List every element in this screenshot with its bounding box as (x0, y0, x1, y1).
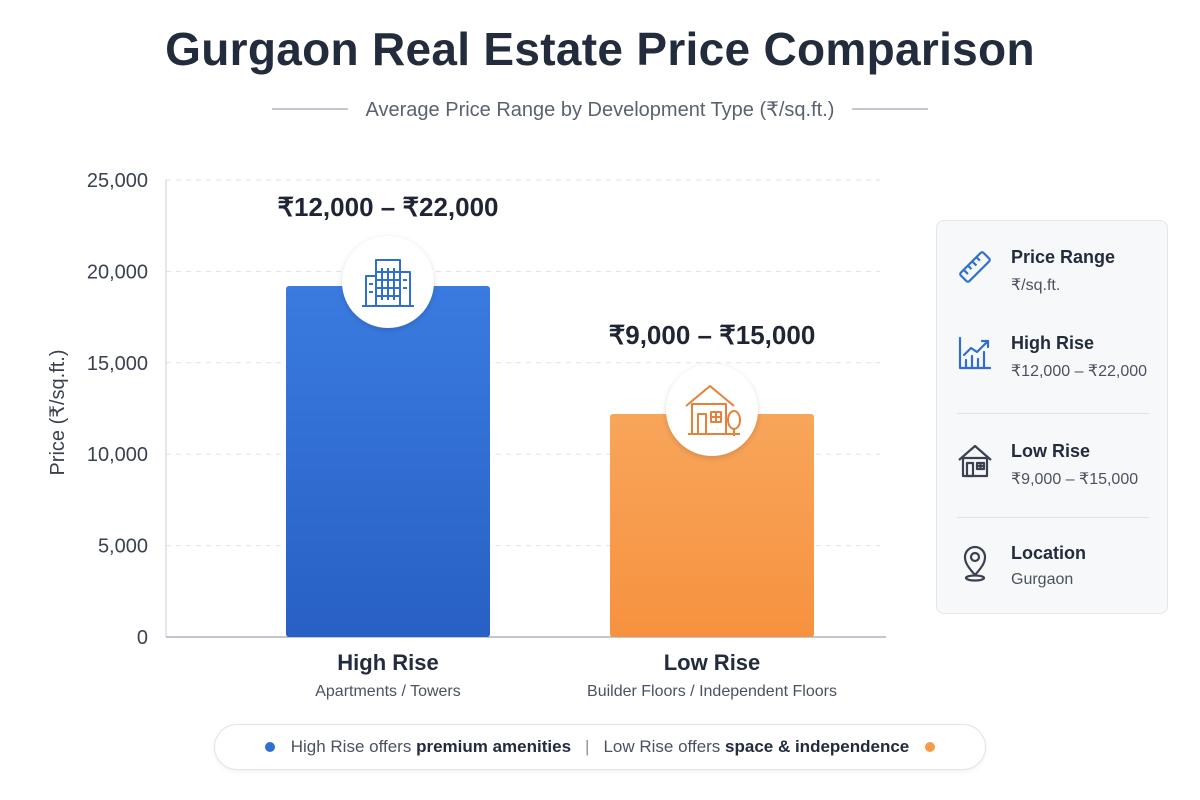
footer-right-bold: space & independence (725, 737, 910, 756)
legend-value-low-rise: ₹9,000 – ₹15,000 (1011, 471, 1139, 488)
bar-icon-badge (666, 363, 758, 456)
bar-high-rise (286, 286, 490, 637)
subtitle-row: Average Price Range by Development Type … (0, 94, 1200, 124)
y-tick-label: 10,000 (87, 444, 148, 466)
x-category-sublabel: Builder Floors / Independent Floors (587, 683, 837, 700)
page-title: Gurgaon Real Estate Price Comparison (165, 23, 1035, 75)
x-category-label: High Rise (337, 650, 438, 675)
footer-left-bold: premium amenities (416, 737, 572, 756)
legend-title-price-range: Price Range (1011, 247, 1116, 267)
building-icon (362, 259, 414, 308)
house-icon (685, 384, 741, 436)
x-category-label: Low Rise (664, 650, 761, 675)
footer-note: High Rise offers premium amenities | Low… (214, 724, 986, 770)
legend-title-high-rise: High Rise (1011, 333, 1095, 353)
y-tick-label: 0 (137, 627, 148, 649)
footer-dot-low-rise (925, 742, 936, 752)
legend-divider (957, 517, 1149, 518)
y-axis-label: Price (₹/sq.ft.) (47, 349, 69, 475)
trend-chart-icon (958, 336, 992, 370)
x-category-sublabel: Apartments / Towers (315, 683, 461, 700)
bar-chart: 0 5,000 10,000 15,000 20,000 25,000 Price (₹/s… (47, 170, 886, 700)
bar-range-label: ₹12,000 – ₹22,000 (277, 192, 498, 222)
bar-low-rise (610, 413, 814, 637)
legend-value-high-rise: ₹12,000 – ₹22,000 (1011, 363, 1148, 380)
y-tick-label: 20,000 (87, 261, 148, 283)
ruler-icon (959, 251, 991, 283)
footer-separator: | (585, 737, 590, 756)
y-tick-label: 5,000 (98, 536, 148, 558)
footer-right-prefix: Low Rise offers (603, 737, 726, 756)
footer-dot-high-rise (264, 742, 275, 752)
legend-divider (957, 413, 1149, 414)
y-tick-label: 15,000 (87, 353, 148, 375)
legend-value-price-range: ₹/sq.ft. (1011, 277, 1061, 294)
subtitle-rule-right (852, 108, 929, 110)
legend-title-low-rise: Low Rise (1011, 441, 1091, 461)
page-subtitle: Average Price Range by Development Type … (365, 98, 835, 121)
bar-range-label: ₹9,000 – ₹15,000 (609, 320, 816, 350)
y-tick-label: 25,000 (87, 170, 148, 192)
legend-value-location: Gurgaon (1011, 571, 1074, 588)
location-pin-icon (963, 545, 987, 582)
subtitle-rule-left (271, 108, 348, 110)
footer-left-prefix: High Rise offers (290, 737, 417, 756)
house-icon (958, 444, 992, 478)
legend-title-location: Location (1011, 543, 1086, 563)
legend-panel: Price Range ₹/sq.ft. High Rise ₹12,000 –… (936, 220, 1168, 614)
